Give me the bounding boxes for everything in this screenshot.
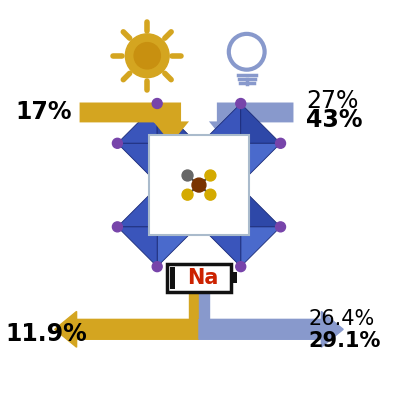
Polygon shape — [157, 227, 197, 267]
Circle shape — [152, 98, 162, 108]
Polygon shape — [241, 143, 280, 183]
Circle shape — [276, 222, 286, 232]
Circle shape — [152, 262, 162, 272]
Polygon shape — [157, 104, 197, 143]
Circle shape — [205, 189, 216, 200]
Polygon shape — [157, 143, 197, 183]
Polygon shape — [241, 227, 280, 267]
Polygon shape — [201, 143, 241, 183]
Text: 17%: 17% — [15, 100, 72, 124]
Circle shape — [196, 222, 206, 232]
Text: 43%: 43% — [306, 108, 363, 132]
Text: 29.1%: 29.1% — [308, 331, 381, 351]
Polygon shape — [117, 227, 157, 267]
Circle shape — [276, 138, 286, 148]
Polygon shape — [201, 104, 241, 143]
Circle shape — [236, 182, 246, 192]
FancyArrow shape — [199, 292, 209, 329]
Text: 26.4%: 26.4% — [308, 309, 375, 329]
FancyArrow shape — [189, 292, 199, 329]
Circle shape — [112, 222, 122, 232]
Circle shape — [236, 178, 246, 188]
Circle shape — [152, 182, 162, 192]
Circle shape — [152, 178, 162, 188]
Circle shape — [236, 98, 246, 108]
Polygon shape — [117, 143, 157, 183]
Circle shape — [192, 222, 202, 232]
Text: 27%: 27% — [306, 88, 359, 112]
Circle shape — [182, 170, 193, 181]
Polygon shape — [117, 104, 157, 143]
FancyArrow shape — [199, 312, 343, 347]
Circle shape — [192, 178, 206, 192]
Polygon shape — [117, 187, 157, 227]
FancyArrow shape — [55, 312, 199, 347]
Polygon shape — [201, 227, 241, 267]
Polygon shape — [241, 187, 280, 227]
Text: Na: Na — [187, 268, 219, 288]
FancyBboxPatch shape — [231, 272, 237, 283]
Polygon shape — [80, 102, 189, 143]
FancyBboxPatch shape — [170, 267, 175, 288]
Polygon shape — [157, 187, 197, 227]
Polygon shape — [201, 187, 241, 227]
Text: 11.9%: 11.9% — [5, 322, 87, 346]
Circle shape — [182, 189, 193, 200]
FancyBboxPatch shape — [167, 264, 231, 292]
Polygon shape — [209, 102, 294, 143]
Circle shape — [205, 170, 216, 181]
Circle shape — [192, 138, 202, 148]
FancyBboxPatch shape — [149, 135, 249, 235]
Circle shape — [236, 262, 246, 272]
Polygon shape — [241, 104, 280, 143]
Circle shape — [134, 43, 160, 69]
Circle shape — [196, 138, 206, 148]
Circle shape — [112, 138, 122, 148]
Circle shape — [125, 34, 169, 78]
